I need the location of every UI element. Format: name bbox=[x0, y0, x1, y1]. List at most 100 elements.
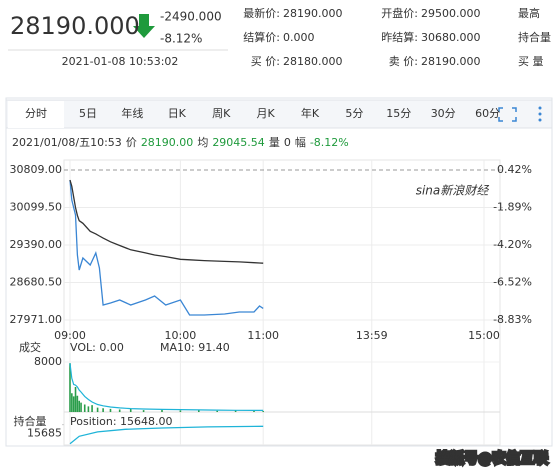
volume-bar bbox=[72, 396, 75, 412]
tab[interactable]: 60分 bbox=[475, 107, 500, 120]
volume-bar bbox=[198, 410, 200, 412]
volume-bar bbox=[87, 406, 90, 412]
field-label: 最新价: bbox=[243, 6, 280, 20]
field-label: 最高 bbox=[518, 6, 540, 20]
field-label: 结算价: bbox=[243, 30, 280, 44]
x-tick-label: 09:00 bbox=[54, 329, 86, 342]
tab[interactable]: 分时 bbox=[25, 107, 47, 120]
position-line bbox=[69, 425, 264, 445]
volume-bar bbox=[80, 402, 82, 412]
info-value: -8.12% bbox=[310, 136, 349, 149]
annotation: Position: 15648.00 bbox=[70, 415, 173, 428]
field-value: 30680.000 bbox=[421, 31, 481, 44]
panel-title: 持合量 bbox=[14, 414, 47, 428]
info-line: 2021/01/08/五10:53 价 28190.00 均 29045.54 量 0 幅 -8… bbox=[12, 136, 349, 149]
y-tick-label: 15685 bbox=[27, 427, 62, 440]
x-tick-label: 11:00 bbox=[247, 329, 279, 342]
price: 28190.000 bbox=[10, 12, 140, 40]
field-label: 买 价: bbox=[251, 55, 280, 68]
field-label: 卖 价: bbox=[389, 55, 418, 68]
field-value: 29500.000 bbox=[421, 7, 481, 20]
watermark: sina新浪财经 bbox=[416, 184, 491, 198]
fullscreen-icon[interactable] bbox=[498, 107, 517, 122]
volume-bar bbox=[102, 408, 104, 412]
volume-bar bbox=[91, 405, 93, 412]
info-date: 2021/01/08/五10:53 bbox=[12, 136, 122, 149]
volume-bar bbox=[262, 411, 264, 412]
tab[interactable]: 15分 bbox=[386, 107, 411, 120]
tab[interactable]: 日K bbox=[168, 107, 187, 120]
tab[interactable]: 年线 bbox=[121, 106, 143, 120]
volume-bar bbox=[129, 408, 132, 412]
volume-bar bbox=[234, 410, 237, 412]
field-label: 昨结算: bbox=[381, 30, 418, 44]
y-tick-label: 8000 bbox=[34, 355, 62, 368]
x-tick-label: 13:59 bbox=[356, 329, 388, 342]
tab[interactable]: 月K bbox=[256, 107, 275, 120]
tab[interactable]: 年K bbox=[301, 106, 320, 120]
info-value: 0 bbox=[284, 136, 291, 149]
panel-frame bbox=[5, 97, 553, 447]
y2-tick-label: -8.83% bbox=[493, 313, 532, 326]
y2-tick-label: -4.20% bbox=[493, 238, 532, 251]
field-value: 0.000 bbox=[283, 31, 315, 44]
info-value: 29045.54 bbox=[212, 136, 265, 149]
y2-tick-label: 0.42% bbox=[497, 163, 532, 176]
change-pct: -8.12% bbox=[160, 32, 202, 46]
y-tick-label: 28680.50 bbox=[10, 276, 63, 289]
volume-bar bbox=[161, 409, 163, 412]
down-arrow bbox=[133, 14, 155, 38]
volume-bar bbox=[216, 410, 218, 412]
tab-bar bbox=[5, 99, 553, 129]
info-label: 均 bbox=[197, 136, 208, 149]
y2-tick-label: -6.52% bbox=[493, 276, 532, 289]
volume-bar bbox=[76, 395, 79, 412]
volume-bar bbox=[253, 410, 255, 412]
annotation: MA10: 91.40 bbox=[160, 341, 230, 354]
tab[interactable]: 周K bbox=[212, 107, 231, 120]
field-value: 28190.000 bbox=[283, 7, 343, 20]
info-label: 量 bbox=[269, 136, 280, 149]
volume-bar bbox=[71, 393, 73, 412]
menu-icon[interactable] bbox=[538, 106, 542, 122]
volume-bar bbox=[179, 410, 182, 412]
ma-line bbox=[69, 363, 264, 411]
field-label: 买 量 bbox=[518, 55, 544, 68]
volume-bar bbox=[74, 387, 77, 412]
datetime: 2021-01-08 10:53:02 bbox=[62, 55, 179, 68]
plot-frame bbox=[63, 159, 501, 446]
x-tick-label: 10:00 bbox=[165, 329, 197, 342]
footer-watermark: 搜狐号@农信互联 bbox=[436, 450, 549, 467]
tab[interactable]: 30分 bbox=[431, 107, 456, 120]
change: -2490.000 bbox=[160, 10, 222, 24]
volume-bar bbox=[142, 410, 145, 412]
y-tick-label: 27971.00 bbox=[10, 313, 63, 326]
info-value: 28190.00 bbox=[141, 136, 194, 149]
panel-title: 成交 bbox=[19, 340, 41, 354]
active-tab bbox=[8, 101, 64, 128]
y-tick-label: 30099.50 bbox=[10, 201, 63, 214]
field-value: 28190.000 bbox=[421, 55, 481, 68]
field-label: 开盘价: bbox=[381, 6, 418, 20]
x-tick-label: 15:00 bbox=[468, 329, 500, 342]
annotation: VOL: 0.00 bbox=[70, 341, 124, 354]
field-label: 持合量 bbox=[518, 30, 551, 44]
y-tick-label: 29390.00 bbox=[10, 238, 63, 251]
info-label: 幅 bbox=[295, 136, 306, 149]
info-label: 价 bbox=[126, 136, 137, 149]
tab[interactable]: 5日 bbox=[79, 107, 97, 120]
volume-bar bbox=[78, 400, 80, 412]
volume-bar bbox=[83, 404, 86, 412]
volume-bar bbox=[69, 363, 71, 412]
y-tick-label: 30809.00 bbox=[10, 163, 63, 176]
volume-bar bbox=[109, 408, 112, 412]
y2-tick-label: -1.89% bbox=[493, 200, 532, 213]
volume-bar bbox=[96, 407, 99, 412]
volume-bar bbox=[118, 409, 121, 412]
tab[interactable]: 5分 bbox=[345, 107, 363, 120]
price-line bbox=[69, 179, 264, 316]
price-line bbox=[69, 179, 264, 264]
field-value: 28180.000 bbox=[283, 55, 343, 68]
